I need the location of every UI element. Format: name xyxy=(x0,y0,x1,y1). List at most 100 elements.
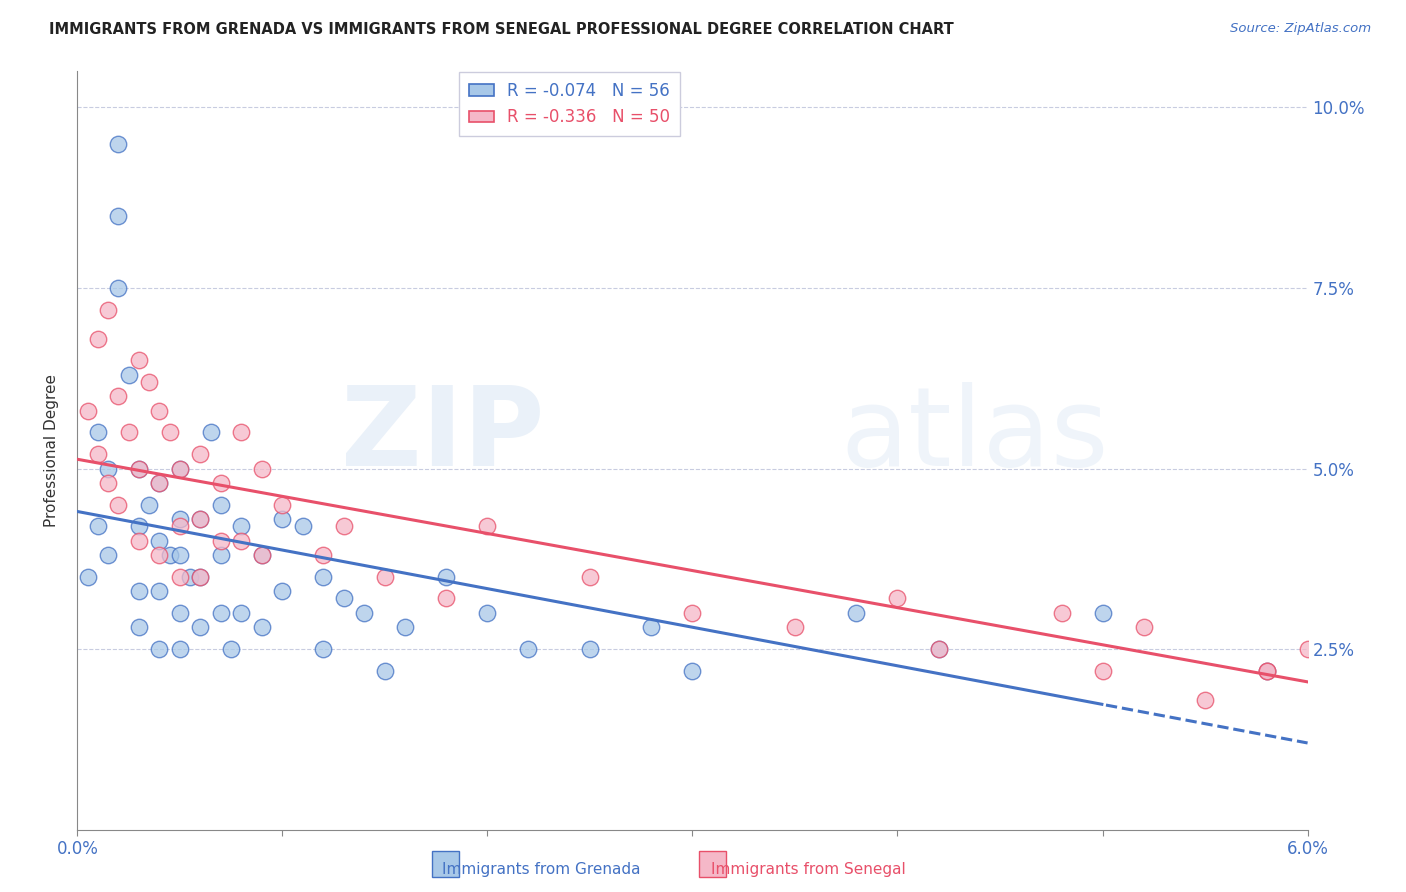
Point xyxy=(312,548,335,562)
Point xyxy=(107,209,129,223)
Point xyxy=(436,591,458,606)
Point xyxy=(159,548,181,562)
Point xyxy=(128,461,150,475)
Point xyxy=(1132,620,1154,634)
Point xyxy=(76,403,98,417)
Point xyxy=(188,570,212,584)
Point xyxy=(374,664,396,678)
Point xyxy=(1194,692,1216,706)
FancyBboxPatch shape xyxy=(699,851,725,877)
Point xyxy=(291,519,314,533)
Point xyxy=(517,642,540,657)
Point xyxy=(640,620,662,634)
Text: atlas: atlas xyxy=(841,382,1108,489)
Point xyxy=(886,591,908,606)
Point xyxy=(231,519,253,533)
Point xyxy=(188,570,212,584)
Point xyxy=(97,461,120,475)
Point xyxy=(682,606,704,620)
Point xyxy=(845,606,868,620)
Point xyxy=(107,281,129,295)
Point xyxy=(250,548,273,562)
Point xyxy=(250,548,273,562)
Point xyxy=(477,606,499,620)
Point xyxy=(179,570,201,584)
Point xyxy=(783,620,806,634)
Point xyxy=(271,584,294,599)
Point xyxy=(1399,664,1406,678)
Point xyxy=(169,570,191,584)
Point xyxy=(128,620,150,634)
Point xyxy=(312,642,335,657)
Point xyxy=(200,425,222,440)
Point xyxy=(579,642,602,657)
Point xyxy=(374,570,396,584)
Point xyxy=(128,519,150,533)
Point xyxy=(128,584,150,599)
Point xyxy=(107,498,129,512)
Point xyxy=(169,642,191,657)
FancyBboxPatch shape xyxy=(432,851,458,877)
Point xyxy=(928,642,950,657)
Point xyxy=(250,461,273,475)
Point xyxy=(1256,664,1278,678)
Point xyxy=(87,519,110,533)
Point xyxy=(138,498,160,512)
Point xyxy=(1337,678,1360,692)
Point xyxy=(169,461,191,475)
Point xyxy=(76,570,98,584)
Point xyxy=(231,425,253,440)
Point xyxy=(1091,664,1114,678)
Point xyxy=(148,642,170,657)
Point xyxy=(209,533,232,548)
Text: IMMIGRANTS FROM GRENADA VS IMMIGRANTS FROM SENEGAL PROFESSIONAL DEGREE CORRELATI: IMMIGRANTS FROM GRENADA VS IMMIGRANTS FR… xyxy=(49,22,953,37)
Point xyxy=(148,584,170,599)
Point xyxy=(394,620,416,634)
Point xyxy=(333,519,356,533)
Point xyxy=(231,533,253,548)
Point xyxy=(209,548,232,562)
Point xyxy=(209,498,232,512)
Point xyxy=(477,519,499,533)
Point xyxy=(353,606,375,620)
Legend: R = -0.074   N = 56, R = -0.336   N = 50: R = -0.074 N = 56, R = -0.336 N = 50 xyxy=(458,72,681,136)
Point xyxy=(436,570,458,584)
Point xyxy=(579,570,602,584)
Point xyxy=(188,620,212,634)
Point xyxy=(87,447,110,461)
Text: Source: ZipAtlas.com: Source: ZipAtlas.com xyxy=(1230,22,1371,36)
Point xyxy=(117,425,139,440)
Point xyxy=(117,368,139,382)
Point xyxy=(250,620,273,634)
Text: Immigrants from Grenada: Immigrants from Grenada xyxy=(441,863,641,877)
Point xyxy=(1337,678,1360,692)
Point xyxy=(128,461,150,475)
Point xyxy=(1256,664,1278,678)
Point xyxy=(87,332,110,346)
Point xyxy=(138,375,160,389)
Point xyxy=(312,570,335,584)
Point xyxy=(188,512,212,526)
Point xyxy=(169,519,191,533)
Text: Immigrants from Senegal: Immigrants from Senegal xyxy=(711,863,905,877)
Point xyxy=(128,533,150,548)
Point xyxy=(107,389,129,403)
Point xyxy=(188,512,212,526)
Point xyxy=(169,461,191,475)
Point xyxy=(159,425,181,440)
Point xyxy=(107,136,129,151)
Y-axis label: Professional Degree: Professional Degree xyxy=(44,374,59,527)
Point xyxy=(1256,664,1278,678)
Point xyxy=(188,447,212,461)
Point xyxy=(148,533,170,548)
Text: ZIP: ZIP xyxy=(342,382,546,489)
Point xyxy=(97,302,120,317)
Point xyxy=(1091,606,1114,620)
Point xyxy=(169,512,191,526)
Point xyxy=(682,664,704,678)
Point xyxy=(209,606,232,620)
Point xyxy=(271,512,294,526)
Point xyxy=(148,548,170,562)
Point xyxy=(231,606,253,620)
Point xyxy=(1296,642,1319,657)
